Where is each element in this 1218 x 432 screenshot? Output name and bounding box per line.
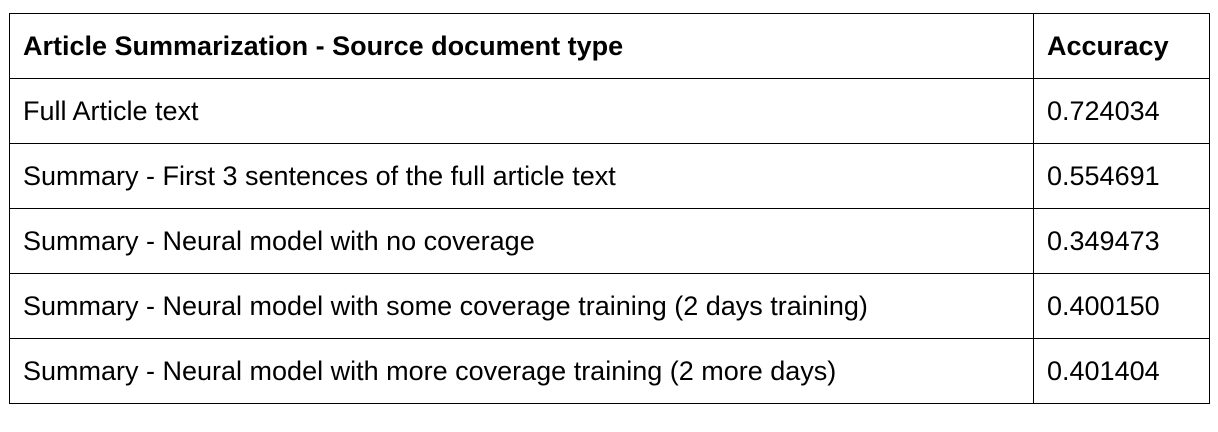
source-type-cell: Summary - Neural model with some coverag…	[9, 273, 1034, 339]
header-row: Article Summarization - Source document …	[9, 13, 1210, 79]
accuracy-cell: 0.349473	[1033, 208, 1210, 274]
accuracy-cell: 0.400150	[1033, 273, 1210, 339]
table-header: Article Summarization - Source document …	[9, 13, 1210, 79]
header-source-document-type: Article Summarization - Source document …	[9, 13, 1034, 79]
accuracy-cell: 0.724034	[1033, 78, 1210, 144]
source-type-cell: Full Article text	[9, 78, 1034, 144]
results-table: Article Summarization - Source document …	[9, 13, 1210, 404]
source-type-cell: Summary - Neural model with more coverag…	[9, 338, 1034, 404]
table-row: Summary - First 3 sentences of the full …	[9, 143, 1210, 209]
table-row: Summary - Neural model with some coverag…	[9, 273, 1210, 339]
accuracy-cell: 0.401404	[1033, 338, 1210, 404]
table-row: Full Article text 0.724034	[9, 78, 1210, 144]
header-accuracy: Accuracy	[1033, 13, 1210, 79]
table-row: Summary - Neural model with no coverage …	[9, 208, 1210, 274]
accuracy-cell: 0.554691	[1033, 143, 1210, 209]
table-row: Summary - Neural model with more coverag…	[9, 338, 1210, 404]
source-type-cell: Summary - Neural model with no coverage	[9, 208, 1034, 274]
table-body: Full Article text 0.724034 Summary - Fir…	[9, 78, 1210, 404]
source-type-cell: Summary - First 3 sentences of the full …	[9, 143, 1034, 209]
